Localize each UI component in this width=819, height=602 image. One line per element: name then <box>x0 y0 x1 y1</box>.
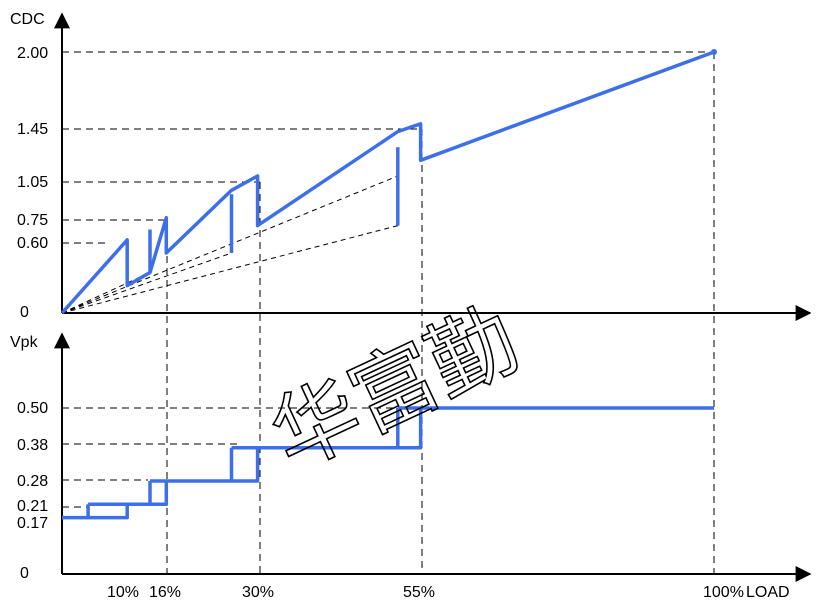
watermark-logo: 华富勤 <box>256 289 534 490</box>
cdc-guide-line <box>61 272 151 314</box>
cdc-axis-label: CDC <box>10 11 45 28</box>
cdc-guide-line <box>61 225 398 314</box>
cdc-tick-label: 0.60 <box>17 235 48 252</box>
vpk-tick-label: 0.21 <box>17 498 48 515</box>
cdc-reference-lines <box>62 51 715 574</box>
cdc-guide-line <box>61 252 232 314</box>
cdc-series-line <box>60 50 715 315</box>
cdc-end-point <box>711 49 717 55</box>
vpk-tick-label: 0.38 <box>17 437 48 454</box>
vpk-tick-label: 0.50 <box>17 400 48 417</box>
cdc-tick-label: 1.05 <box>17 174 48 191</box>
cdc-tick-label: 0 <box>20 304 29 321</box>
cdc-tick-label: 0.75 <box>17 212 48 229</box>
series-layer <box>60 49 717 520</box>
load-tick-label: 55% <box>403 584 435 601</box>
cdc-tick-label: 2.00 <box>17 45 48 62</box>
vpk-tick-label: 0.28 <box>17 473 48 490</box>
load-tick-label: 10% <box>107 584 139 601</box>
vpk-tick-label: 0 <box>20 565 29 582</box>
vpk-axis-label: Vpk <box>10 334 39 351</box>
load-tick-label: 100% <box>703 584 744 601</box>
load-tick-label: 16% <box>149 584 181 601</box>
cdc-tick-label: 1.45 <box>17 121 48 138</box>
watermark-text: 华富勤 <box>257 289 533 489</box>
vpk-reference-lines <box>62 407 398 508</box>
load-tick-label: 30% <box>242 584 274 601</box>
load-axis-label: LOAD <box>746 584 790 601</box>
vpk-tick-label: 0.17 <box>17 515 48 532</box>
